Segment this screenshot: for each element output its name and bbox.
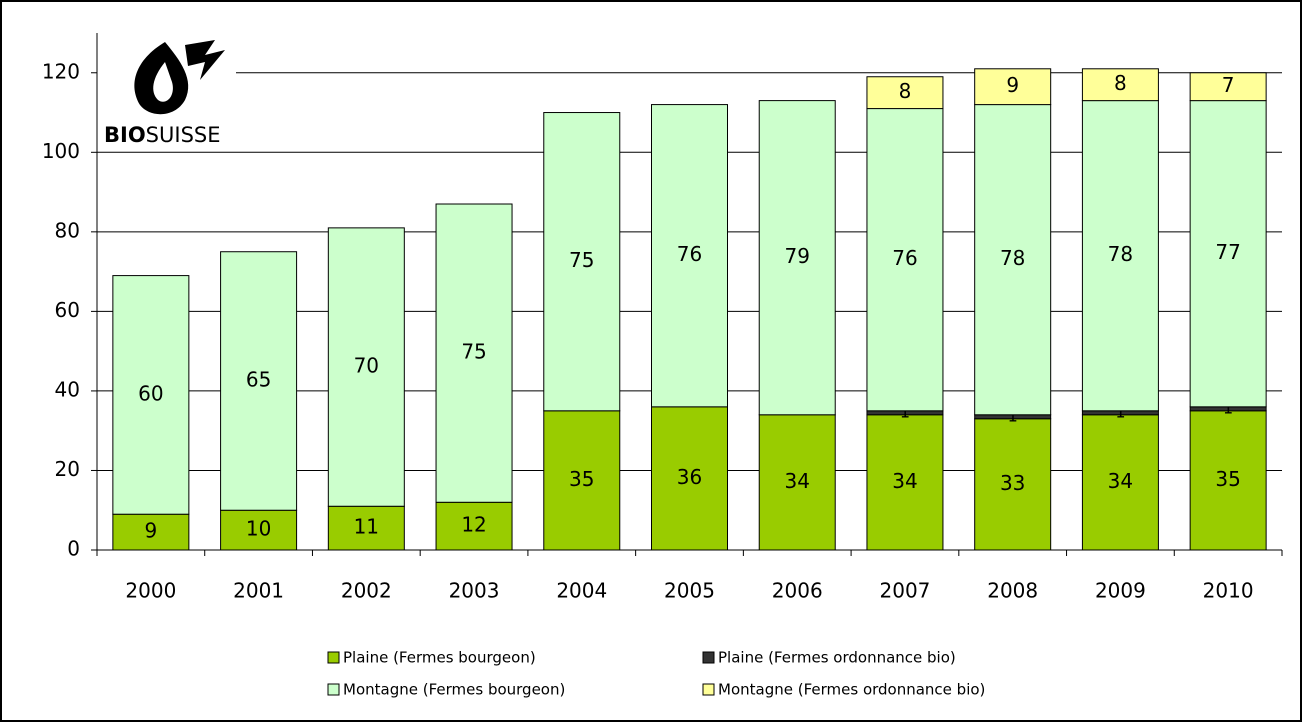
- data-label: 78: [1000, 246, 1025, 270]
- bar-segment: [1081, 68, 1159, 102]
- y-tick-label: 40: [55, 377, 80, 401]
- legend-label: Montagne (Fermes ordonnance bio): [718, 681, 985, 699]
- legend-label: Plaine (Fermes ordonnance bio): [718, 649, 956, 667]
- bar-segment: [974, 418, 1052, 551]
- y-tick-label: 120: [42, 59, 80, 83]
- data-label: 33: [1000, 471, 1025, 495]
- logo-icon: [134, 42, 189, 115]
- y-tick-label: 60: [55, 298, 80, 322]
- bar-segment: [220, 251, 298, 511]
- data-label: 1: [1223, 398, 1233, 417]
- data-label: 75: [569, 248, 594, 272]
- data-label: 1: [1115, 402, 1125, 421]
- bar-segment: [327, 505, 405, 551]
- bar-segment: [651, 406, 728, 551]
- y-tick-label: 100: [42, 139, 80, 163]
- data-label: 76: [677, 242, 702, 266]
- data-label: 12: [461, 513, 486, 537]
- legend-swatch: [327, 683, 340, 696]
- legend-label: Montagne (Fermes bourgeon): [343, 681, 565, 699]
- bar-segment: [758, 100, 836, 416]
- bar-segment: [1189, 410, 1267, 551]
- logo: BIOSUISSE: [96, 40, 236, 150]
- data-label: 60: [138, 381, 163, 405]
- x-tick-label: 2003: [449, 579, 500, 603]
- data-label: 79: [785, 244, 810, 268]
- data-label: 65: [246, 367, 271, 391]
- y-tick-label: 80: [55, 218, 80, 242]
- y-tick-label: 20: [55, 457, 80, 481]
- legend-label: Plaine (Fermes bourgeon): [343, 649, 536, 667]
- data-label: 78: [1108, 242, 1133, 266]
- x-tick-label: 2007: [880, 579, 931, 603]
- bar-segment: [758, 414, 836, 551]
- legend-swatch: [327, 651, 340, 664]
- x-tick-label: 2005: [664, 579, 715, 603]
- data-label: 9: [1006, 73, 1019, 97]
- x-tick-label: 2000: [125, 579, 176, 603]
- legend-swatch: [702, 683, 715, 696]
- data-label: 76: [892, 246, 917, 270]
- x-tick-label: 2010: [1203, 579, 1254, 603]
- bar-segment: [1081, 414, 1159, 551]
- data-label: 9: [144, 519, 157, 543]
- bar-segment: [1081, 100, 1159, 412]
- bar-segment: [543, 112, 621, 412]
- x-tick-label: 2008: [987, 579, 1038, 603]
- bar-segment: [112, 513, 190, 551]
- bar-segment: [543, 410, 621, 551]
- bar-segment: [866, 76, 944, 110]
- data-label: 34: [1108, 469, 1133, 493]
- data-label: 8: [899, 79, 912, 103]
- data-label: 1: [900, 402, 910, 421]
- data-label: 77: [1215, 240, 1240, 264]
- logo-icon: [185, 40, 225, 80]
- y-tick-label: 0: [67, 537, 80, 561]
- x-tick-label: 2002: [341, 579, 392, 603]
- data-label: 11: [354, 515, 379, 539]
- data-label: 36: [677, 465, 702, 489]
- bar-segment: [435, 203, 513, 503]
- data-label: 7: [1222, 73, 1235, 97]
- bar-segment: [866, 414, 944, 551]
- x-tick-label: 2006: [772, 579, 823, 603]
- data-label: 70: [354, 354, 379, 378]
- x-tick-label: 2004: [556, 579, 607, 603]
- data-label: 35: [1215, 467, 1240, 491]
- data-label: 34: [785, 469, 810, 493]
- bar-segment: [435, 501, 513, 551]
- data-label: 35: [569, 467, 594, 491]
- bar-segment: [974, 68, 1052, 106]
- legend-swatch: [702, 651, 715, 664]
- logo-rest: SUISSE: [146, 123, 221, 147]
- data-label: 8: [1114, 71, 1127, 95]
- bar-segment: [112, 275, 190, 515]
- bar-segment: [1189, 72, 1267, 102]
- data-label: 34: [892, 469, 917, 493]
- data-label: 10: [246, 517, 271, 541]
- logo-bold: BIO: [104, 123, 146, 147]
- bar-segment: [651, 104, 728, 408]
- x-tick-label: 2009: [1095, 579, 1146, 603]
- logo-text: BIOSUISSE: [104, 123, 221, 147]
- data-label: 1: [1008, 406, 1018, 425]
- data-label: 75: [461, 340, 486, 364]
- bar-segment: [1189, 100, 1267, 408]
- bar-segment: [327, 227, 405, 507]
- x-tick-label: 2001: [233, 579, 284, 603]
